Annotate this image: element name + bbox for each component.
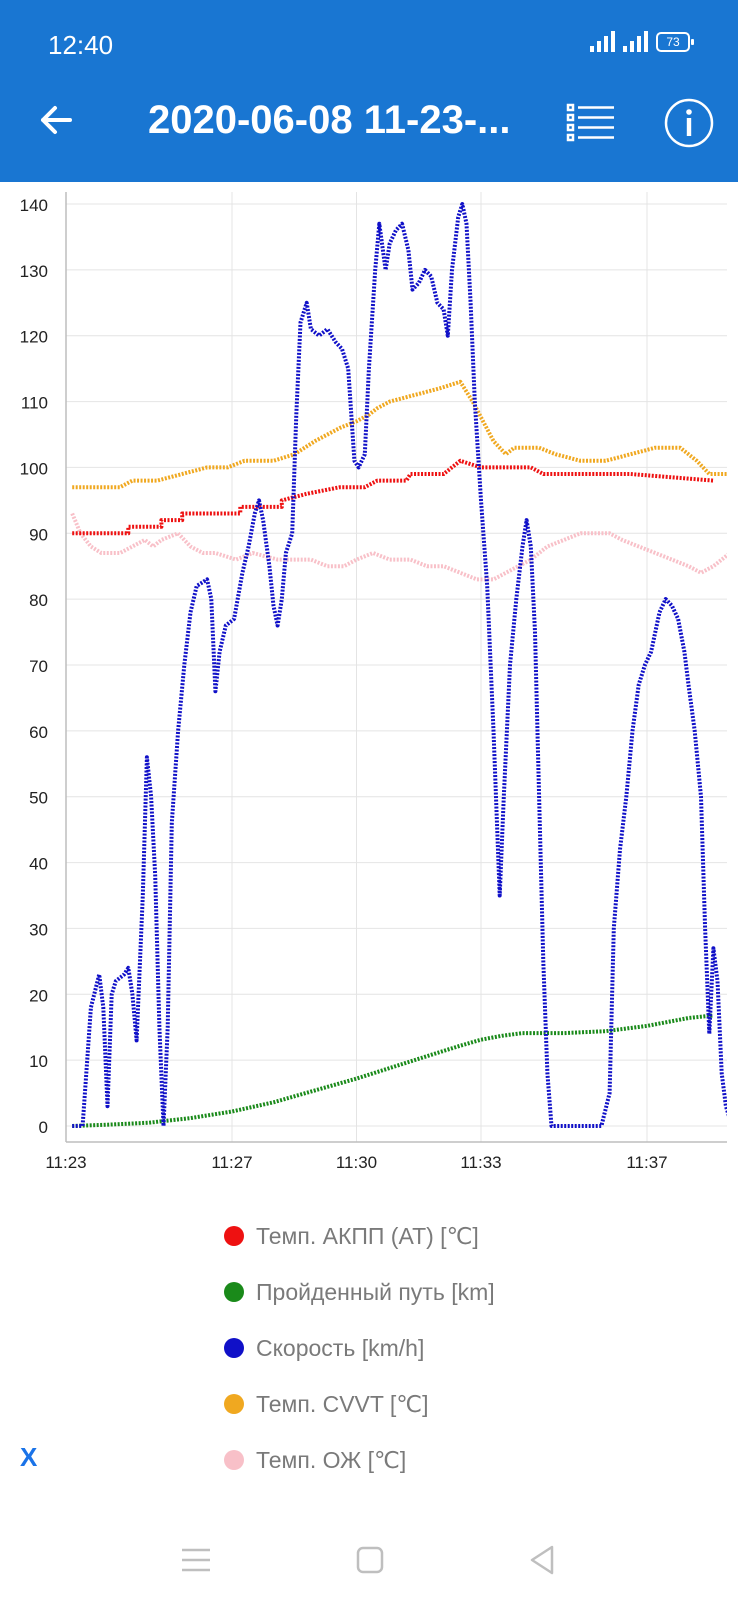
legend-color-dot xyxy=(224,1282,244,1302)
series-line-0 xyxy=(72,458,714,536)
legend-label: Скорость [km/h] xyxy=(256,1334,425,1361)
status-icons: 73 xyxy=(590,30,694,52)
y-tick-label: 70 xyxy=(29,657,48,676)
y-tick-label: 90 xyxy=(29,525,48,544)
list-icon[interactable] xyxy=(566,102,616,142)
chart-area: 0 10 20 30 40 50 60 70 80 90 100 110 120 130 140 11:23 1… xyxy=(0,182,738,1172)
x-tick-label: 11:37 xyxy=(626,1153,667,1172)
home-icon[interactable] xyxy=(350,1540,390,1580)
info-icon[interactable] xyxy=(664,98,714,148)
signal-icon xyxy=(590,30,615,52)
y-tick-label: 60 xyxy=(29,723,48,742)
app-bar: 12:40 73 2020-06-08 11-23-... xyxy=(0,0,738,182)
legend-color-dot xyxy=(224,1394,244,1414)
y-tick-label: 110 xyxy=(21,394,48,413)
legend-label: Пройденный путь [km] xyxy=(256,1278,495,1305)
y-tick-label: 130 xyxy=(20,262,48,281)
legend-label: Темп. CVVT [℃] xyxy=(256,1390,429,1417)
close-button[interactable]: X xyxy=(20,1442,38,1472)
line-chart: 0 10 20 30 40 50 60 70 80 90 100 110 120 130 140 11:23 1… xyxy=(20,192,727,1172)
chart-legend: Темп. АКПП (AT) [℃] Пройденный путь [km] С… xyxy=(224,1208,495,1488)
x-tick-label: 11:27 xyxy=(211,1153,252,1172)
back-triangle-icon[interactable] xyxy=(522,1540,562,1580)
legend-item: Темп. АКПП (AT) [℃] xyxy=(224,1208,495,1264)
status-time: 12:40 xyxy=(48,30,114,60)
legend-item: Пройденный путь [km] xyxy=(224,1264,495,1320)
legend-color-dot xyxy=(224,1338,244,1358)
legend-color-dot xyxy=(224,1450,244,1470)
signal-icon-2 xyxy=(623,30,648,52)
page-title: 2020-06-08 11-23-... xyxy=(148,98,511,142)
legend-label: Темп. ОЖ [℃] xyxy=(256,1446,407,1473)
series-line-1 xyxy=(72,1013,714,1128)
x-tick-label: 11:33 xyxy=(460,1153,501,1172)
arrow-left-icon[interactable] xyxy=(36,100,76,140)
series-line-3 xyxy=(72,379,727,490)
y-tick-label: 140 xyxy=(20,196,48,215)
series-line-2 xyxy=(72,202,727,1128)
battery-icon: 73 xyxy=(656,32,694,52)
x-tick-label: 11:23 xyxy=(45,1153,86,1172)
y-tick-label: 120 xyxy=(20,328,48,347)
system-nav-bar xyxy=(0,1540,738,1600)
y-tick-label: 20 xyxy=(29,986,48,1005)
legend-color-dot xyxy=(224,1226,244,1246)
legend-item: Скорость [km/h] xyxy=(224,1320,495,1376)
y-tick-label: 50 xyxy=(29,789,48,808)
legend-item: Темп. ОЖ [℃] xyxy=(224,1432,495,1488)
y-tick-label: 80 xyxy=(29,591,48,610)
x-tick-label: 11:30 xyxy=(336,1153,377,1172)
y-tick-label: 0 xyxy=(39,1118,48,1137)
y-tick-label: 10 xyxy=(29,1052,48,1071)
legend-label: Темп. АКПП (AT) [℃] xyxy=(256,1222,479,1249)
series-line-4 xyxy=(70,512,727,582)
y-tick-label: 100 xyxy=(20,459,48,478)
menu-icon[interactable] xyxy=(176,1540,216,1580)
y-tick-label: 30 xyxy=(29,920,48,939)
y-tick-label: 40 xyxy=(29,855,48,874)
legend-item: Темп. CVVT [℃] xyxy=(224,1376,495,1432)
